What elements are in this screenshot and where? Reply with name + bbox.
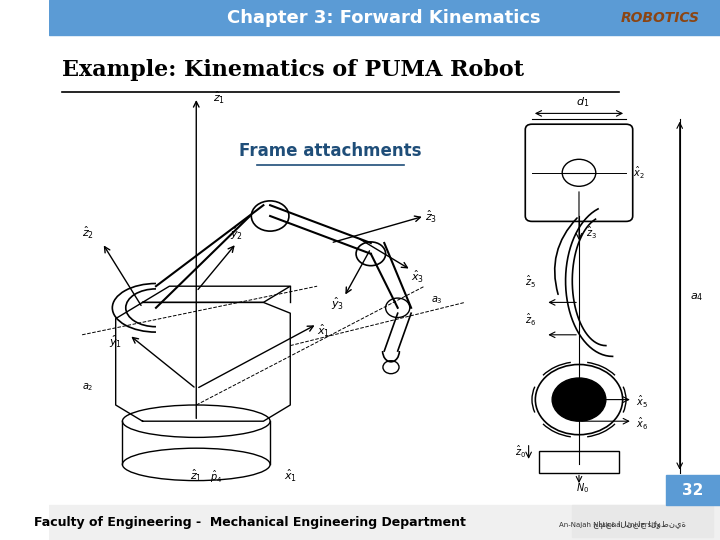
Bar — [48, 0, 720, 35]
Text: Example: Kinematics of PUMA Robot: Example: Kinematics of PUMA Robot — [62, 59, 524, 81]
Bar — [572, 505, 714, 537]
Text: $\hat{z}_3$: $\hat{z}_3$ — [585, 225, 597, 241]
Text: $\hat{p}_4$: $\hat{p}_4$ — [210, 468, 222, 484]
Text: جامعة النجاح الوطنية: جامعة النجاح الوطنية — [593, 519, 686, 529]
Bar — [539, 451, 619, 472]
Text: $\hat{z}_1$: $\hat{z}_1$ — [213, 90, 225, 106]
Text: $\hat{x}_1$: $\hat{x}_1$ — [284, 468, 297, 484]
Text: Frame attachments: Frame attachments — [239, 142, 422, 160]
Text: $\hat{z}_0$: $\hat{z}_0$ — [516, 444, 526, 460]
Text: $a_2$: $a_2$ — [82, 381, 94, 393]
Text: $\hat{y}_2$: $\hat{y}_2$ — [230, 225, 243, 241]
Text: $\hat{y}_1$: $\hat{y}_1$ — [109, 333, 122, 349]
Text: $\hat{z}_1$: $\hat{z}_1$ — [190, 468, 202, 484]
Text: $\hat{z}_6$: $\hat{z}_6$ — [526, 312, 536, 328]
Text: $a_4$: $a_4$ — [690, 291, 703, 303]
Text: $\hat{x}_6$: $\hat{x}_6$ — [636, 416, 648, 432]
Text: $\hat{z}_5$: $\hat{z}_5$ — [526, 274, 536, 290]
Text: $\hat{x}_5$: $\hat{x}_5$ — [636, 394, 648, 410]
Text: $\hat{z}_2$: $\hat{z}_2$ — [82, 225, 94, 241]
Text: $N_0$: $N_0$ — [576, 481, 589, 495]
Text: ROBOTICS: ROBOTICS — [621, 11, 700, 24]
Circle shape — [552, 378, 606, 421]
Text: $\hat{x}_3$: $\hat{x}_3$ — [411, 268, 424, 285]
Text: An-Najah National University: An-Najah National University — [559, 522, 660, 528]
Text: 32: 32 — [683, 483, 704, 497]
Text: $\hat{y}_3$: $\hat{y}_3$ — [330, 295, 343, 312]
Text: Chapter 3: Forward Kinematics: Chapter 3: Forward Kinematics — [228, 9, 541, 26]
Text: $d_1$: $d_1$ — [576, 95, 589, 109]
Bar — [48, 505, 720, 540]
Text: $a_3$: $a_3$ — [431, 294, 443, 306]
Text: $\hat{x}_2$: $\hat{x}_2$ — [633, 165, 644, 181]
Text: Faculty of Engineering -  Mechanical Engineering Department: Faculty of Engineering - Mechanical Engi… — [34, 516, 466, 529]
Text: $\hat{x}_1$: $\hat{x}_1$ — [317, 322, 330, 339]
Bar — [666, 475, 720, 505]
Text: $\hat{z}_3$: $\hat{z}_3$ — [425, 209, 437, 225]
